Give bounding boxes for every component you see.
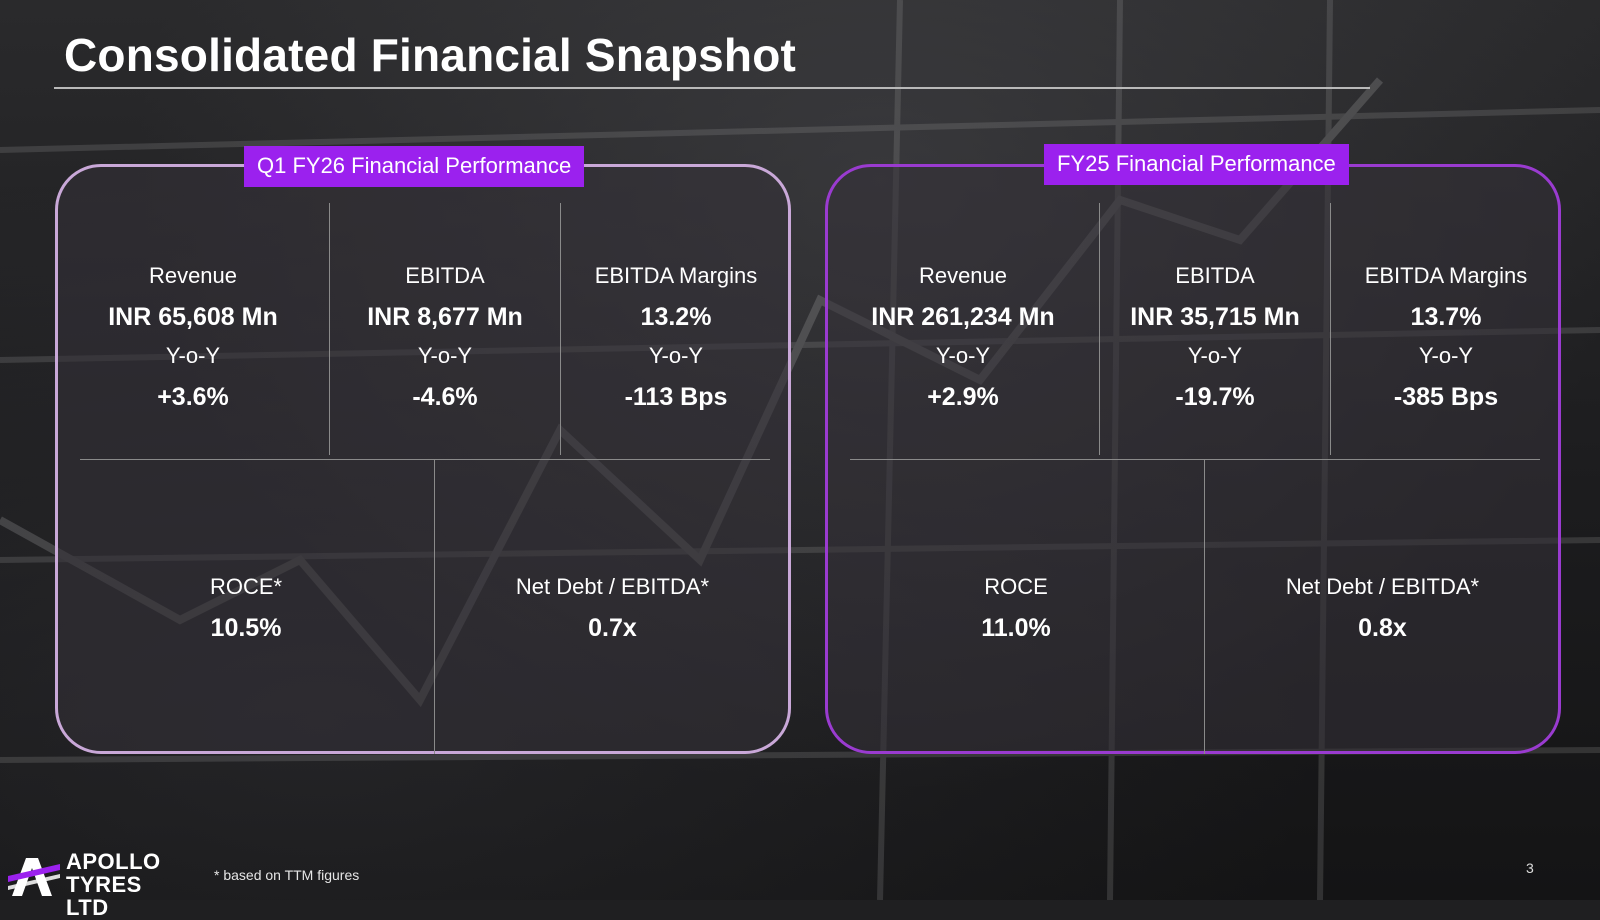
- fy25-panel-heading: FY25 Financial Performance: [1044, 144, 1349, 185]
- metric-label: EBITDA: [405, 263, 485, 288]
- metric-value: INR 261,234 Mn: [871, 303, 1055, 331]
- metric-yoy-label: Y-o-Y: [165, 343, 221, 368]
- slide-title: Consolidated Financial Snapshot: [64, 29, 797, 81]
- metric-yoy-label: Y-o-Y: [935, 343, 991, 368]
- metric-value: INR 65,608 Mn: [108, 303, 278, 331]
- metric-value: 11.0%: [981, 614, 1051, 642]
- metric-yoy-label: Y-o-Y: [417, 343, 473, 368]
- q1-ebitda-margin-metric: EBITDA Margins 13.2% Y-o-Y -113 Bps: [561, 263, 791, 411]
- metric-change: -4.6%: [412, 383, 478, 411]
- apollo-tyres-logo: APOLLO TYRES LTD: [8, 849, 188, 919]
- metric-yoy-label: Y-o-Y: [648, 343, 704, 368]
- logo-line-1: APOLLO: [66, 849, 161, 874]
- divider: [1330, 203, 1331, 455]
- fy25-roce-metric: ROCE 11.0%: [828, 574, 1204, 654]
- metric-change: -113 Bps: [624, 383, 728, 411]
- q1-roce-metric: ROCE* 10.5%: [58, 574, 434, 654]
- divider: [1099, 203, 1100, 455]
- divider: [850, 459, 1540, 460]
- q1-revenue-metric: Revenue INR 65,608 Mn Y-o-Y +3.6%: [58, 263, 328, 411]
- metric-label: Revenue: [148, 263, 238, 288]
- divider: [560, 203, 561, 455]
- fy25-net-debt-metric: Net Debt / EBITDA* 0.8x: [1205, 574, 1560, 654]
- metric-label: Revenue: [918, 263, 1008, 288]
- metric-change: +2.9%: [927, 383, 999, 411]
- metric-yoy-label: Y-o-Y: [1418, 343, 1474, 368]
- q1-net-debt-metric: Net Debt / EBITDA* 0.7x: [435, 574, 790, 654]
- metric-change: -385 Bps: [1393, 383, 1499, 411]
- apollo-logo-icon: [8, 858, 60, 896]
- metric-value: 0.7x: [588, 614, 637, 642]
- metric-value: 0.8x: [1358, 614, 1407, 642]
- metric-change: -19.7%: [1175, 383, 1255, 411]
- fy25-revenue-metric: Revenue INR 261,234 Mn Y-o-Y +2.9%: [828, 263, 1098, 411]
- divider: [329, 203, 330, 455]
- fy25-ebitda-margin-metric: EBITDA Margins 13.7% Y-o-Y -385 Bps: [1331, 263, 1561, 411]
- title-underline: [54, 87, 1370, 89]
- metric-value: INR 8,677 Mn: [367, 303, 523, 331]
- metric-change: +3.6%: [157, 383, 229, 411]
- page-number: 3: [1526, 860, 1534, 876]
- metric-value: 10.5%: [210, 614, 282, 642]
- logo-line-2: TYRES LTD: [66, 872, 142, 920]
- q1-fy26-panel-heading: Q1 FY26 Financial Performance: [244, 146, 585, 187]
- divider: [80, 459, 770, 460]
- metric-yoy-label: Y-o-Y: [1187, 343, 1243, 368]
- metric-label: Net Debt / EBITDA*: [1285, 574, 1480, 599]
- metric-label: EBITDA Margins: [594, 263, 758, 288]
- metric-label: Net Debt / EBITDA*: [515, 574, 710, 599]
- divider: [1204, 460, 1205, 754]
- metric-label: EBITDA: [1175, 263, 1255, 288]
- metric-value: INR 35,715 Mn: [1130, 303, 1300, 331]
- q1-ebitda-metric: EBITDA INR 8,677 Mn Y-o-Y -4.6%: [330, 263, 560, 411]
- q1-fy26-panel: Q1 FY26 Financial Performance Revenue IN…: [55, 146, 791, 754]
- divider: [434, 460, 435, 754]
- metric-label: ROCE: [984, 574, 1048, 599]
- metric-label: ROCE*: [209, 574, 283, 599]
- footnote: * based on TTM figures: [214, 867, 360, 883]
- metric-value: 13.7%: [1410, 303, 1482, 331]
- fy25-ebitda-metric: EBITDA INR 35,715 Mn Y-o-Y -19.7%: [1100, 263, 1330, 411]
- metric-value: 13.2%: [640, 303, 712, 331]
- metric-label: EBITDA Margins: [1364, 263, 1528, 288]
- fy25-panel: FY25 Financial Performance Revenue INR 2…: [825, 144, 1561, 754]
